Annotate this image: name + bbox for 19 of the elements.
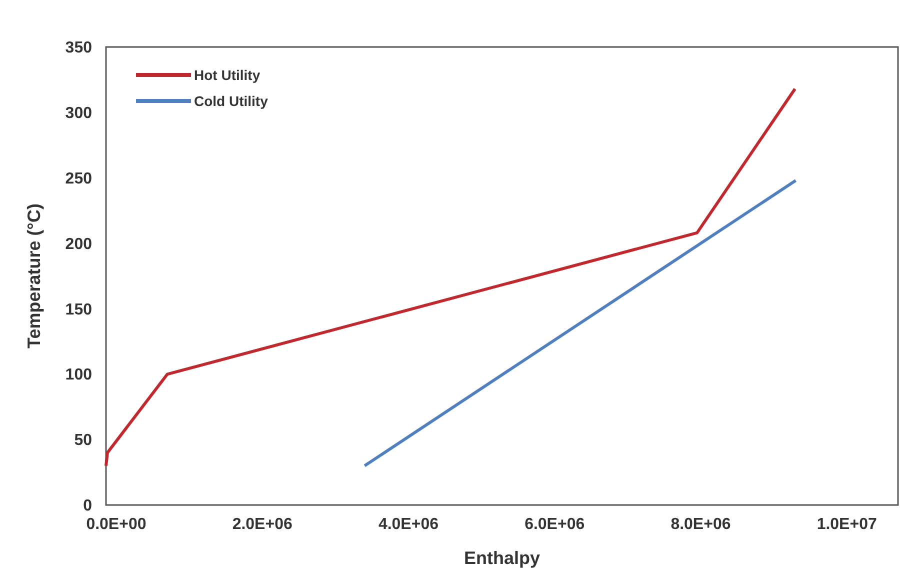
y-tick-label: 200	[65, 236, 92, 253]
x-tick-label: 6.0E+06	[524, 516, 585, 533]
x-tick-label: 0.0E+00	[86, 516, 146, 533]
x-tick-label: 2.0E+06	[232, 516, 292, 533]
y-tick-label: 100	[65, 366, 92, 384]
x-tick-label: 8.0E+06	[670, 516, 731, 533]
x-tick-label: 4.0E+06	[378, 516, 439, 533]
legend-label: Cold Utility	[194, 92, 268, 109]
legend-label: Hot Utility	[194, 66, 260, 83]
y-tick-label: 250	[65, 170, 92, 188]
y-tick-label: 350	[65, 40, 92, 57]
y-tick-label: 50	[74, 432, 92, 450]
y-axis-title: Temperature (°C)	[24, 204, 44, 348]
y-tick-label: 300	[65, 105, 92, 122]
y-tick-label: 150	[65, 301, 92, 318]
x-tick-label: 1.0E+07	[816, 516, 877, 533]
y-tick-label: 0	[83, 498, 92, 515]
x-axis-title: Enthalpy	[464, 548, 540, 568]
line-series	[104, 87, 796, 468]
